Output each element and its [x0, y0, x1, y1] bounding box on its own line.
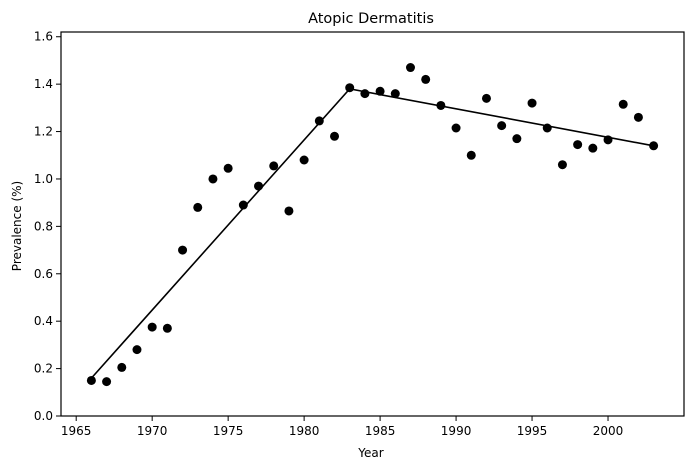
- y-tick-label: 1.6: [34, 30, 53, 44]
- data-point: [375, 86, 385, 96]
- data-point: [436, 100, 446, 110]
- data-point: [238, 200, 248, 210]
- x-tick-label: 2000: [593, 424, 624, 438]
- data-point: [603, 135, 613, 145]
- data-point: [193, 202, 203, 212]
- y-axis-ticks: 0.0 0.2 0.4 0.6 0.8 1.0 1.2 1.4 1.6: [34, 30, 61, 423]
- data-point: [314, 116, 324, 126]
- data-point: [421, 74, 431, 84]
- y-tick-label: 0.4: [34, 314, 53, 328]
- plot-frame: [60, 31, 685, 417]
- x-tick-label: 1995: [517, 424, 548, 438]
- plot-content: [86, 63, 659, 387]
- data-point: [178, 245, 188, 255]
- data-point: [208, 174, 218, 184]
- data-point: [633, 112, 643, 122]
- data-point: [512, 134, 522, 144]
- y-tick-label: 0.8: [34, 219, 53, 233]
- data-point: [451, 123, 461, 133]
- data-point: [405, 63, 415, 73]
- data-point: [117, 362, 127, 372]
- data-point: [390, 89, 400, 99]
- x-tick-label: 1975: [213, 424, 244, 438]
- y-tick-label: 1.2: [34, 125, 53, 139]
- data-point: [330, 131, 340, 141]
- x-tick-label: 1980: [289, 424, 320, 438]
- chart-title: Atopic Dermatitis: [308, 11, 434, 27]
- data-point: [527, 98, 537, 108]
- data-point: [360, 89, 370, 99]
- data-point: [497, 121, 507, 131]
- x-tick-label: 1990: [441, 424, 472, 438]
- y-axis-label: Prevalence (%): [10, 181, 24, 271]
- x-axis-label: Year: [357, 446, 383, 460]
- y-tick-label: 0.6: [34, 267, 53, 281]
- data-point: [147, 322, 157, 332]
- x-tick-label: 1985: [365, 424, 396, 438]
- data-point: [223, 163, 233, 173]
- data-point: [299, 155, 309, 165]
- data-point: [284, 206, 294, 216]
- y-tick-label: 0.2: [34, 362, 53, 376]
- data-point: [132, 345, 142, 355]
- data-point: [269, 161, 279, 171]
- data-point: [466, 150, 476, 160]
- x-tick-label: 1965: [61, 424, 92, 438]
- data-point: [345, 83, 355, 93]
- data-point: [557, 160, 567, 170]
- data-point: [162, 323, 172, 333]
- data-point: [588, 143, 598, 153]
- y-tick-label: 1.0: [34, 172, 53, 186]
- data-point: [481, 93, 491, 103]
- data-point: [254, 181, 264, 191]
- data-point: [102, 377, 112, 387]
- y-tick-label: 0.0: [34, 409, 53, 423]
- data-point: [573, 140, 583, 150]
- data-point: [86, 375, 96, 385]
- x-axis-ticks: 1965 1970 1975 1980 1985 1990 1995 2000: [61, 416, 623, 438]
- data-point: [542, 123, 552, 133]
- data-point: [618, 99, 628, 109]
- y-tick-label: 1.4: [34, 77, 53, 91]
- data-point: [649, 141, 659, 151]
- x-tick-label: 1970: [137, 424, 168, 438]
